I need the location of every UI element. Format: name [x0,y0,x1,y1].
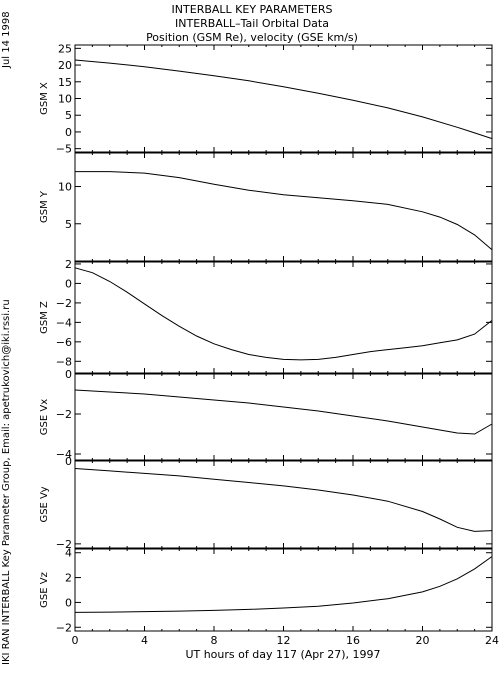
y-tick-label: −6 [56,336,72,349]
x-tick-label: 20 [416,634,430,647]
y-tick-label: 25 [58,42,72,55]
x-tick-label: 16 [346,634,360,647]
y-tick-label: 4 [65,547,72,560]
y-tick-label: −2 [56,538,72,551]
y-tick-label: 0 [65,277,72,290]
panel-frame [74,261,493,374]
panel-frame [74,373,493,461]
panel-frame [74,44,493,153]
y-axis-label: GSE Vx [39,399,50,435]
y-tick-label: −2 [56,297,72,310]
y-tick-label: 0 [65,596,72,609]
y-tick-label: 10 [58,93,72,106]
y-tick-label: 0 [65,455,72,468]
panel-frame [74,152,493,262]
series-line [74,556,493,613]
series-line [74,389,493,435]
chart-title: INTERBALL KEY PARAMETERS [171,3,333,16]
y-tick-label: 15 [58,76,72,89]
y-tick-label: −2 [56,621,72,634]
x-tick-label: 0 [72,634,79,647]
x-axis-label: UT hours of day 117 (Apr 27), 1997 [185,648,380,661]
series-line [75,171,493,251]
y-tick-label: −2 [56,408,72,421]
x-tick-label: 24 [485,634,499,647]
x-tick-label: 12 [277,634,291,647]
panel-frame [74,460,493,549]
y-tick-label: 20 [58,59,72,72]
y-axis-label: GSM Z [39,301,50,334]
y-tick-label: 5 [65,109,72,122]
series-line [74,267,493,361]
chart-subtitle: INTERBALL–Tail Orbital Data [175,17,329,30]
y-tick-label: 10 [58,181,72,194]
y-tick-label: 2 [65,258,72,271]
y-tick-label: −5 [56,143,72,156]
y-tick-label: 0 [65,368,72,381]
y-tick-label: 5 [65,218,72,231]
y-axis-label: GSE Vy [39,486,50,522]
y-tick-label: −4 [56,316,72,329]
y-axis-label: GSE Vz [39,572,50,608]
y-tick-label: −8 [56,355,72,368]
x-tick-label: 4 [141,634,148,647]
series-line [74,468,493,532]
series-line [74,59,493,140]
y-tick-label: −4 [56,448,72,461]
chart-subtitle-units: Position (GSM Re), velocity (GSE km/s) [146,31,358,44]
y-axis-label: GSM X [39,82,50,115]
y-tick-label: 2 [65,572,72,585]
y-axis-label: GSM Y [39,190,50,223]
y-tick-label: 0 [65,126,72,139]
x-tick-label: 8 [211,634,218,647]
